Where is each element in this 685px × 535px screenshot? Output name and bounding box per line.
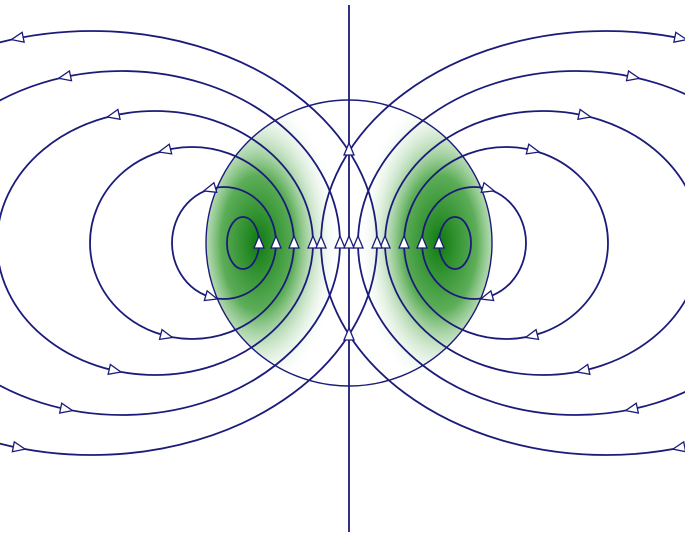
arrowhead (352, 234, 364, 249)
arrowhead (480, 181, 496, 194)
arrowhead (343, 141, 355, 156)
arrowhead (105, 108, 121, 121)
arrowhead (107, 363, 123, 376)
arrowhead (158, 328, 175, 341)
arrowhead (575, 363, 591, 376)
arrowhead (315, 234, 327, 249)
arrowhead (379, 234, 391, 249)
arrowhead (577, 108, 593, 121)
arrowhead (157, 143, 173, 155)
arrowhead (288, 234, 300, 249)
arrowhead (433, 234, 445, 249)
arrowhead (203, 289, 219, 302)
arrowhead (525, 143, 541, 155)
arrowhead (416, 234, 428, 249)
arrowhead (270, 234, 282, 249)
arrowhead (58, 402, 75, 414)
arrowhead (202, 181, 218, 194)
arrowhead (523, 328, 540, 341)
arrowhead (253, 234, 265, 249)
arrows (9, 31, 685, 453)
arrowhead (334, 234, 346, 249)
arrowhead (57, 69, 73, 82)
arrowhead (623, 402, 640, 414)
arrowhead (625, 69, 641, 82)
arrowhead (307, 234, 319, 249)
arrowhead (371, 234, 383, 249)
arrowhead (479, 289, 495, 302)
arrowhead (11, 440, 27, 453)
arrowhead (9, 31, 25, 43)
arrowhead (343, 326, 355, 341)
arrowhead (398, 234, 410, 249)
arrowhead (343, 234, 355, 249)
arrowhead (673, 31, 685, 43)
